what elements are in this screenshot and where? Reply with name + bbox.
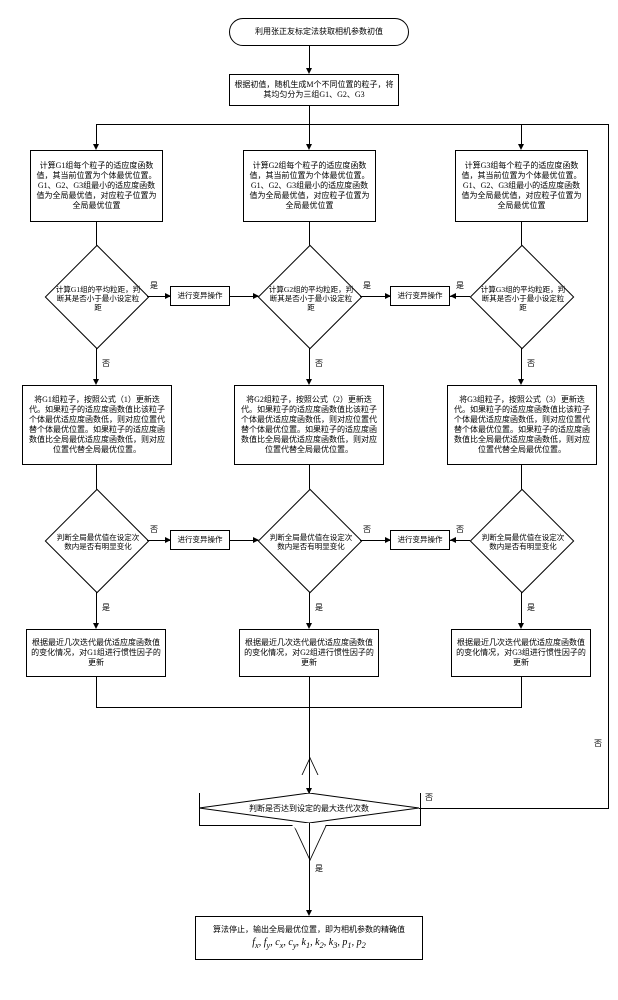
txt: 计算G2组每个粒子的适应度函数值，其当前位置为个体最优位置。G1、G2、G3组最… — [248, 161, 371, 211]
init-box: 根据初值，随机生成M个不同位置的粒子，将其均匀分为三组G1、G2、G3 — [229, 74, 399, 106]
inert-g2-box: 根据最近几次迭代最优适应度函数值的变化情况，对G2组进行惯性因子的更新 — [239, 629, 379, 677]
txt: 根据最近几次迭代最优适应度函数值的变化情况，对G3组进行惯性因子的更新 — [456, 638, 586, 668]
txt: 计算G1组的平均粒距，判断其是否小于最小设定粒距 — [52, 270, 144, 326]
no-label: 否 — [527, 360, 535, 368]
txt: 计算G1组每个粒子的适应度函数值，其当前位置为个体最优位置。G1、G2、G3组最… — [35, 161, 158, 211]
txt: 计算G3组的平均粒距，判断其是否小于最小设定粒距 — [477, 270, 569, 326]
edge — [309, 677, 310, 707]
edge — [96, 348, 97, 382]
mut2a-box: 进行变异操作 — [390, 286, 450, 306]
arrow — [385, 537, 391, 543]
start-text: 利用张正友标定法获取相机参数初值 — [255, 27, 383, 37]
txt: 将G1组粒子，按照公式（1）更新迭代。如果粒子的适应度函数值比该粒子个体最优适应… — [27, 395, 167, 455]
arrow — [450, 537, 456, 543]
mut1b-box: 进行变异操作 — [170, 530, 230, 550]
edge — [309, 46, 310, 70]
no-label: 否 — [456, 526, 464, 534]
edge — [521, 592, 522, 626]
no-label: 否 — [425, 794, 433, 802]
mask — [422, 823, 462, 843]
txt: 判断全局最优值在设定次数内是否有明显变化 — [265, 516, 357, 568]
txt: 进行变异操作 — [178, 535, 223, 544]
txt: 将G3组粒子，按照公式（3）更新迭代。如果粒子的适应度函数值比该粒子个体最优适应… — [452, 395, 592, 455]
fit-g1-box: 计算G1组每个粒子的适应度函数值，其当前位置为个体最优位置。G1、G2、G3组最… — [30, 150, 163, 222]
inert-g3-box: 根据最近几次迭代最优适应度函数值的变化情况，对G3组进行惯性因子的更新 — [451, 629, 591, 677]
arrow — [253, 293, 259, 299]
txt: 计算G3组每个粒子的适应度函数值，其当前位置为个体最优位置。G1、G2、G3组最… — [460, 161, 583, 211]
txt: 计算G2组的平均粒距，判断其是否小于最小设定粒距 — [265, 270, 357, 326]
edge — [521, 677, 522, 707]
txt: 将G2组粒子，按照公式（2）更新迭代。如果粒子的适应度函数值比该粒子个体最优适应… — [239, 395, 379, 455]
fit-g2-box: 计算G2组每个粒子的适应度函数值，其当前位置为个体最优位置。G1、G2、G3组最… — [243, 150, 376, 222]
fit-g3-box: 计算G3组每个粒子的适应度函数值，其当前位置为个体最优位置。G1、G2、G3组最… — [455, 150, 588, 222]
arrow — [306, 788, 312, 794]
yes-label: 是 — [456, 282, 464, 290]
no-label: 否 — [150, 526, 158, 534]
txt: 判断全局最优值在设定次数内是否有明显变化 — [52, 516, 144, 568]
txt: 判断是否达到设定的最大迭代次数 — [199, 793, 419, 823]
edge — [419, 808, 609, 809]
yes-label: 是 — [315, 604, 323, 612]
yes-label: 是 — [363, 282, 371, 290]
arrow — [165, 537, 171, 543]
edge — [521, 124, 608, 125]
mut2b-box: 进行变异操作 — [390, 530, 450, 550]
yes-label: 是 — [150, 282, 158, 290]
arrow — [253, 537, 259, 543]
edge — [608, 124, 609, 808]
txt: 进行变异操作 — [398, 291, 443, 300]
edge — [309, 707, 310, 793]
no-label: 否 — [315, 360, 323, 368]
init-text: 根据初值，随机生成M个不同位置的粒子，将其均匀分为三组G1、G2、G3 — [234, 80, 394, 100]
txt: 判断全局最优值在设定次数内是否有明显变化 — [477, 516, 569, 568]
maxiter-diamond-fix: 判断是否达到设定的最大迭代次数 — [199, 793, 419, 823]
txt: 根据最近几次迭代最优适应度函数值的变化情况，对G2组进行惯性因子的更新 — [244, 638, 374, 668]
edge — [309, 348, 310, 382]
arrow — [385, 293, 391, 299]
start-terminal: 利用张正友标定法获取相机参数初值 — [229, 18, 409, 46]
txt: 进行变异操作 — [398, 535, 443, 544]
edge — [521, 124, 522, 146]
end-box: 算法停止，输出全局最优位置，即为相机参数的精确值 fx, fy, cx, cy,… — [195, 916, 423, 960]
edge — [309, 592, 310, 626]
edge — [96, 677, 97, 707]
upd-g1-box: 将G1组粒子，按照公式（1）更新迭代。如果粒子的适应度函数值比该粒子个体最优适应… — [22, 385, 172, 465]
edge — [521, 348, 522, 382]
edge — [309, 823, 310, 913]
mut1a-box: 进行变异操作 — [170, 286, 230, 306]
txt: 进行变异操作 — [178, 291, 223, 300]
inert-g1-box: 根据最近几次迭代最优适应度函数值的变化情况，对G1组进行惯性因子的更新 — [26, 629, 166, 677]
no-label: 否 — [363, 526, 371, 534]
end-math: fx, fy, cx, cy, k1, k2, k3, p1, p2 — [252, 937, 366, 951]
arrow — [450, 293, 456, 299]
upd-g3-box: 将G3组粒子，按照公式（3）更新迭代。如果粒子的适应度函数值比该粒子个体最优适应… — [447, 385, 597, 465]
edge — [96, 124, 97, 146]
mask — [180, 823, 196, 843]
edge — [309, 106, 310, 124]
edge — [96, 592, 97, 626]
txt: 根据最近几次迭代最优适应度函数值的变化情况，对G1组进行惯性因子的更新 — [31, 638, 161, 668]
edge — [309, 124, 310, 146]
arrow — [165, 293, 171, 299]
no-label: 否 — [102, 360, 110, 368]
no-label: 否 — [594, 740, 602, 748]
yes-label: 是 — [315, 865, 323, 873]
yes-label: 是 — [102, 604, 110, 612]
end-text: 算法停止，输出全局最优位置，即为相机参数的精确值 — [213, 925, 405, 935]
yes-label: 是 — [527, 604, 535, 612]
upd-g2-box: 将G2组粒子，按照公式（2）更新迭代。如果粒子的适应度函数值比该粒子个体最优适应… — [234, 385, 384, 465]
